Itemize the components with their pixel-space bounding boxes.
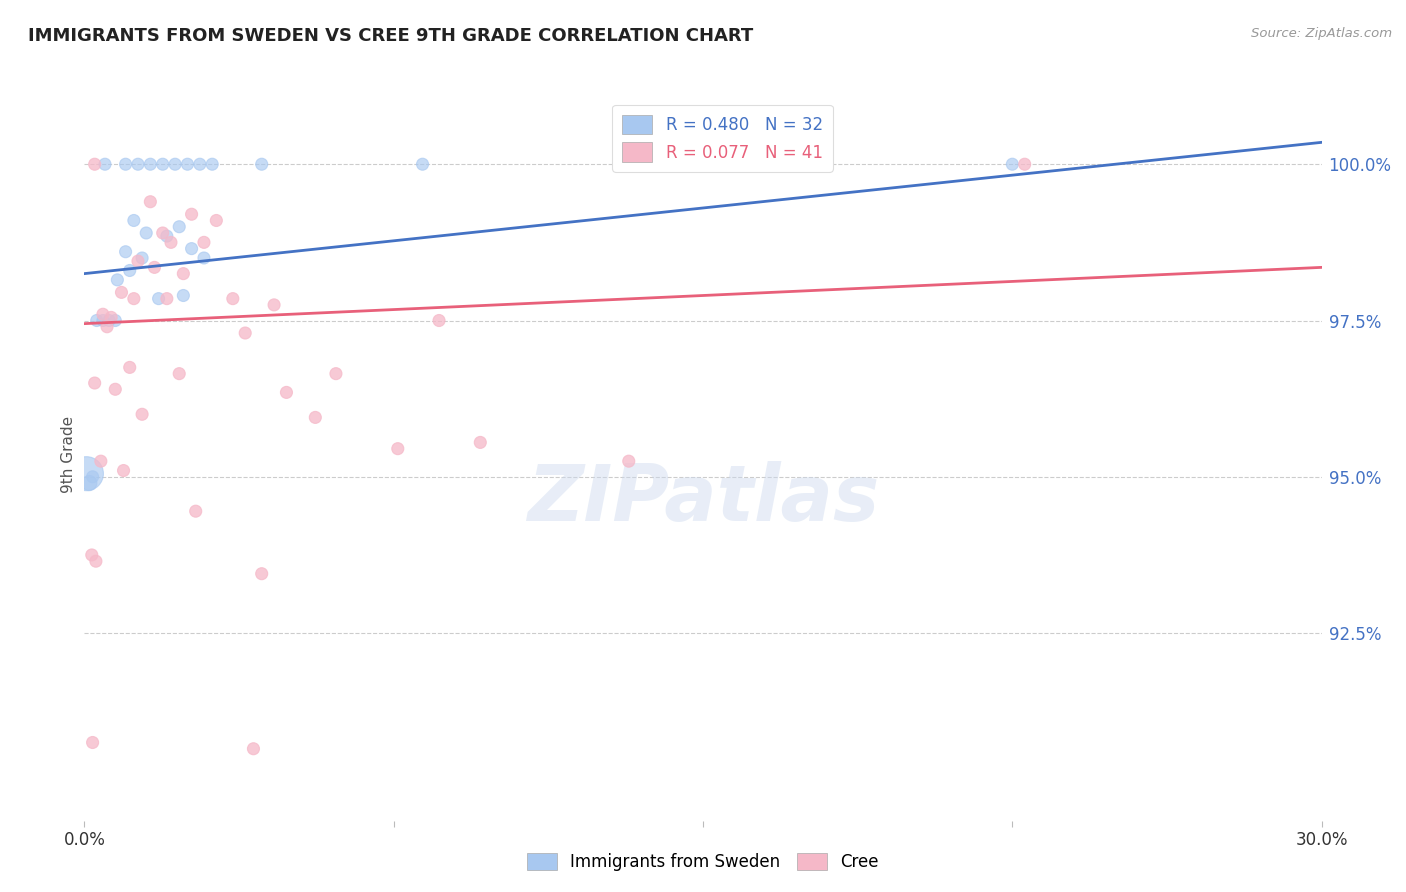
Point <box>180 242 202 256</box>
Point <box>242 741 264 756</box>
Point <box>100 310 122 325</box>
Point <box>83 157 105 171</box>
Point <box>84 554 107 568</box>
Point <box>135 226 157 240</box>
Point <box>188 157 211 171</box>
Point <box>201 157 224 171</box>
Point <box>427 313 450 327</box>
Point <box>122 213 145 227</box>
Point <box>193 251 215 265</box>
Point <box>139 194 162 209</box>
Point <box>180 207 202 221</box>
Point <box>156 229 179 244</box>
Text: Source: ZipAtlas.com: Source: ZipAtlas.com <box>1251 27 1392 40</box>
Point <box>86 313 108 327</box>
Point <box>79 476 101 491</box>
Point <box>387 442 409 456</box>
Point <box>152 157 174 171</box>
Point <box>766 157 789 171</box>
Point <box>82 735 104 749</box>
Point <box>250 157 273 171</box>
Y-axis label: 9th Grade: 9th Grade <box>60 417 76 493</box>
Point <box>105 273 128 287</box>
Point <box>143 260 166 275</box>
Point <box>83 376 105 390</box>
Point <box>1014 157 1036 171</box>
Point <box>114 244 136 259</box>
Point <box>617 454 640 468</box>
Point <box>118 263 141 277</box>
Point <box>412 157 434 171</box>
Point <box>172 288 194 302</box>
Point <box>127 254 149 268</box>
Point <box>165 157 187 171</box>
Point <box>205 213 228 227</box>
Point <box>118 360 141 375</box>
Point <box>139 157 162 171</box>
Point <box>172 267 194 281</box>
Point <box>82 470 104 484</box>
Legend: Immigrants from Sweden, Cree: Immigrants from Sweden, Cree <box>520 847 886 878</box>
Point <box>470 435 492 450</box>
Point <box>304 410 326 425</box>
Point <box>104 313 127 327</box>
Point <box>75 467 97 481</box>
Point <box>94 157 117 171</box>
Point <box>114 157 136 171</box>
Point <box>152 226 174 240</box>
Point <box>167 367 190 381</box>
Point <box>91 307 114 321</box>
Point <box>148 292 170 306</box>
Point <box>80 548 103 562</box>
Point <box>250 566 273 581</box>
Point <box>263 298 285 312</box>
Point <box>122 292 145 306</box>
Point <box>184 504 207 518</box>
Point <box>156 292 179 306</box>
Point <box>104 382 127 396</box>
Point <box>222 292 245 306</box>
Point <box>98 313 121 327</box>
Point <box>131 407 153 421</box>
Text: IMMIGRANTS FROM SWEDEN VS CREE 9TH GRADE CORRELATION CHART: IMMIGRANTS FROM SWEDEN VS CREE 9TH GRADE… <box>28 27 754 45</box>
Point <box>110 285 132 300</box>
Point <box>193 235 215 250</box>
Point <box>112 464 135 478</box>
Point <box>176 157 198 171</box>
Point <box>90 454 112 468</box>
Point <box>1001 157 1024 171</box>
Point <box>127 157 149 171</box>
Point <box>233 326 256 340</box>
Point <box>160 235 183 250</box>
Point <box>96 319 118 334</box>
Point <box>167 219 190 234</box>
Point <box>325 367 347 381</box>
Point <box>131 251 153 265</box>
Point <box>91 313 114 327</box>
Text: ZIPatlas: ZIPatlas <box>527 461 879 537</box>
Point <box>276 385 298 400</box>
